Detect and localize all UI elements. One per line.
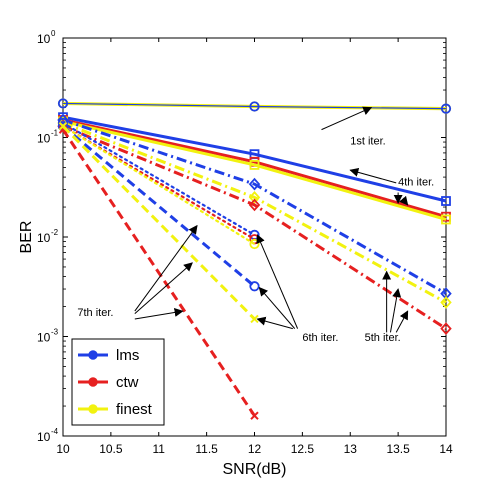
legend-label: lms — [116, 347, 139, 364]
series-line — [62, 115, 447, 203]
data-point — [248, 177, 261, 191]
annotation-label: 6th iter. — [302, 332, 338, 344]
annotation-arrow — [399, 195, 409, 206]
legend-marker — [88, 404, 98, 414]
data-point — [441, 214, 451, 225]
iteration-annotation: 7th iter. — [77, 224, 198, 320]
iteration-annotation: 1st iter. — [321, 106, 386, 148]
series-line — [61, 125, 256, 321]
x-tick-label: 10.5 — [99, 442, 123, 456]
data-point — [250, 411, 259, 420]
series-lms-1st-iter — [57, 98, 452, 114]
series-line — [61, 125, 256, 246]
legend-item-ctw: ctw — [78, 374, 139, 391]
x-axis-label: SNR(dB) — [222, 461, 286, 478]
series-line — [62, 124, 447, 330]
annotation-label: 5th iter. — [365, 332, 401, 344]
annotation-arrow — [258, 286, 296, 329]
y-tick-label: 10 -3 — [37, 328, 59, 345]
svg-text:10: 10 — [37, 430, 51, 444]
series-line — [62, 121, 447, 304]
legend-item-finest: finest — [78, 401, 153, 418]
x-tick-label: 11 — [153, 442, 166, 456]
svg-text:10: 10 — [37, 331, 51, 345]
x-tick-label: 14 — [439, 442, 453, 456]
svg-text:-3: -3 — [51, 328, 59, 337]
data-point — [58, 121, 68, 131]
annotation-label: 4th iter. — [398, 176, 434, 188]
y-tick-label: 10 -4 — [37, 427, 59, 444]
svg-text:-1: -1 — [51, 129, 59, 138]
x-tick-label: 12 — [248, 442, 262, 456]
legend: lms ctw finest — [71, 338, 165, 426]
annotation-arrow — [134, 262, 193, 314]
svg-text:0: 0 — [51, 29, 56, 38]
legend-label: finest — [116, 401, 153, 418]
x-tick-label: 12.5 — [291, 442, 315, 456]
x-tick-label: 11.5 — [195, 442, 218, 456]
svg-text:10: 10 — [37, 32, 51, 46]
svg-text:-2: -2 — [51, 228, 59, 237]
annotation-arrow — [256, 234, 299, 329]
annotation-label: 7th iter. — [77, 307, 113, 319]
data-point — [249, 101, 260, 112]
svg-text:10: 10 — [37, 231, 51, 245]
y-tick-label: 10 -1 — [37, 129, 59, 146]
data-point — [248, 191, 261, 204]
annotation-arrow — [256, 316, 293, 330]
annotation-arrow — [389, 288, 402, 333]
legend-item-lms: lms — [78, 347, 139, 364]
series-line — [61, 128, 256, 417]
iteration-annotation: 4th iter. — [349, 167, 434, 206]
y-tick-label: 10 -2 — [37, 228, 59, 245]
series-line — [62, 118, 447, 295]
x-tick-label: 13.5 — [386, 442, 410, 456]
data-point — [248, 198, 261, 212]
legend-marker — [88, 350, 98, 360]
annotation-arrow — [134, 307, 184, 320]
legend-marker — [88, 377, 98, 387]
x-tick-label: 10 — [56, 442, 70, 456]
svg-text:10: 10 — [37, 132, 51, 146]
annotation-arrow — [395, 310, 409, 333]
annotation-arrow — [349, 167, 397, 184]
iteration-annotation: 6th iter. — [256, 234, 338, 344]
y-axis-label: BER — [18, 221, 35, 254]
y-tick-label: 10 0 — [37, 29, 56, 46]
annotation-arrow — [321, 106, 373, 131]
data-point — [57, 98, 69, 109]
data-point — [249, 281, 260, 292]
x-tick-label: 13 — [344, 442, 358, 456]
annotation-label: 1st iter. — [350, 136, 385, 148]
data-point — [440, 296, 452, 309]
series-line — [62, 102, 447, 110]
data-point — [249, 160, 260, 170]
legend-label: ctw — [116, 374, 139, 391]
series-line — [62, 119, 447, 221]
data-point — [440, 322, 452, 335]
data-point — [441, 196, 451, 206]
svg-text:-4: -4 — [51, 427, 59, 436]
data-point — [440, 103, 452, 114]
annotation-arrow — [134, 224, 198, 312]
iteration-annotation: 5th iter. — [365, 270, 409, 344]
series-line — [61, 121, 256, 236]
